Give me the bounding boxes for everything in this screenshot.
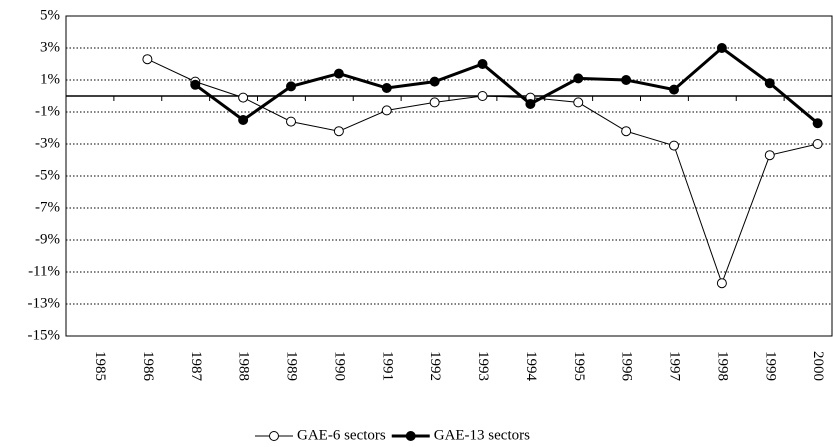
x-tick-label: 1991 [379,351,395,381]
data-point [190,79,201,90]
x-tick-label: 1989 [284,351,300,381]
data-point [477,59,488,69]
x-tick-label: 2000 [810,351,826,381]
y-tick-label: -15% [28,327,61,343]
x-tick-label: 1993 [475,351,491,381]
data-point [812,118,823,129]
y-tick-label: -11% [28,263,60,279]
y-tick-label: 5% [40,7,60,23]
x-tick-label: 1996 [619,351,635,382]
data-point [573,73,584,84]
legend-label: GAE-6 sectors [297,427,386,443]
series-line [194,46,819,125]
y-tick-label: -1% [35,103,60,119]
x-tick-label: 1995 [571,351,587,381]
plot-frame [65,15,833,337]
data-point [621,126,632,137]
data-point [764,150,775,161]
data-point [238,92,249,103]
data-point [142,54,153,65]
x-tick-label: 1988 [236,351,252,381]
y-tick-label: -9% [35,231,60,247]
y-tick-label: -13% [28,295,61,311]
data-point [764,78,775,89]
y-tick-label: 1% [40,71,60,87]
data-point [286,116,297,127]
data-point [812,139,823,149]
data-point [286,81,297,92]
data-point [238,115,249,125]
data-point [525,99,536,109]
legend-marker [269,431,279,441]
data-point [381,105,392,116]
data-point [621,75,632,85]
data-point [429,97,440,108]
data-point [477,91,488,101]
data-point [333,126,344,137]
x-tick-label: 1997 [667,351,683,382]
data-point [716,278,727,289]
data-point [333,68,344,79]
data-point [669,84,680,95]
y-tick-label: 3% [40,39,60,55]
y-tick-label: -3% [35,135,60,151]
x-tick-label: 1990 [331,351,347,381]
x-tick-label: 1986 [140,351,156,382]
data-point [381,83,392,93]
y-tick-label: -7% [35,199,60,215]
x-tick-label: 1992 [427,351,443,381]
legend-label: GAE-13 sectors [434,427,530,443]
legend-marker [405,431,416,441]
x-tick-label: 1994 [523,351,539,382]
x-tick-label: 1985 [92,351,108,381]
x-tick-label: 1987 [188,351,204,382]
y-tick-label: -5% [35,167,60,183]
x-tick-label: 1999 [762,351,778,381]
data-point [573,97,584,108]
data-point [669,140,680,151]
data-point [429,76,440,87]
data-point [716,43,727,53]
x-tick-label: 1998 [714,351,730,381]
